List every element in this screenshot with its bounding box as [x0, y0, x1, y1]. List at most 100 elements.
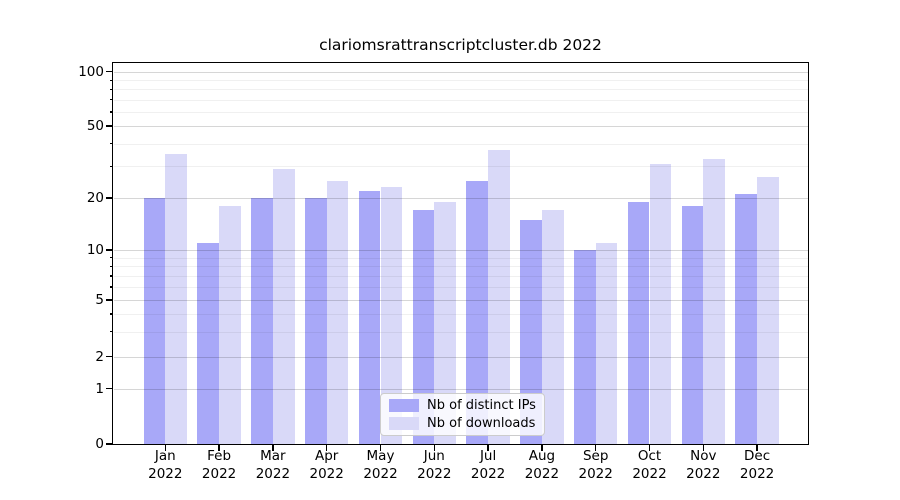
- bar-downloads-may: [380, 187, 403, 444]
- bar-distinct-ips-jan: [143, 198, 166, 444]
- bar-downloads-nov: [703, 158, 726, 444]
- x-tick-label-mar: Mar 2022: [255, 448, 291, 482]
- y-tick-mark-minor: [109, 143, 113, 145]
- x-tick-label-nov: Nov 2022: [686, 448, 721, 482]
- x-tick-label-jul: Jul 2022: [470, 448, 506, 482]
- bar-downloads-jul: [488, 149, 510, 444]
- y-tick-mark-minor: [109, 165, 113, 167]
- bar-distinct-ips-aug: [520, 219, 542, 444]
- x-tick-label-feb: Feb 2022: [201, 448, 237, 482]
- x-tick-mark: [756, 445, 758, 451]
- bar-distinct-ips-nov: [681, 205, 704, 444]
- y-tick-mark-minor: [109, 257, 113, 259]
- y-tick-mark: [106, 356, 113, 358]
- y-tick-label: 0: [95, 436, 104, 452]
- legend-swatch-downloads: [389, 417, 419, 430]
- y-tick-mark-minor: [109, 331, 113, 333]
- bar-distinct-ips-jul: [466, 180, 489, 444]
- y-tick-mark: [106, 71, 113, 73]
- legend-swatch-distinct-ips: [389, 399, 419, 412]
- x-tick-mark: [541, 445, 543, 451]
- y-tick-label: 1: [95, 380, 104, 397]
- x-tick-mark: [379, 445, 382, 451]
- y-tick-mark: [106, 125, 113, 127]
- bar-distinct-ips-sep: [573, 250, 596, 444]
- bar-downloads-jan: [165, 154, 188, 444]
- legend-row-distinct-ips: Nb of distinct IPs: [381, 398, 544, 413]
- x-tick-label-apr: Apr 2022: [309, 448, 344, 482]
- bar-downloads-dec: [757, 177, 779, 444]
- y-tick-label: 5: [95, 292, 104, 308]
- legend-label-downloads: Nb of downloads: [427, 416, 536, 431]
- gridline-minor: [114, 257, 808, 259]
- y-tick-mark-minor: [109, 313, 113, 315]
- y-tick-mark-minor: [109, 111, 113, 113]
- gridline-minor: [114, 143, 808, 145]
- gridline-minor: [114, 275, 808, 277]
- bar-distinct-ips-oct: [627, 201, 650, 444]
- gridline-minor: [114, 266, 808, 268]
- bar-distinct-ips-jun: [412, 210, 435, 444]
- y-tick-mark: [106, 443, 113, 445]
- x-tick-mark: [433, 445, 435, 451]
- bar-distinct-ips-mar: [251, 198, 273, 444]
- x-tick-label-aug: Aug 2022: [524, 448, 560, 482]
- y-tick-mark-minor: [109, 88, 113, 91]
- x-tick-mark: [487, 445, 489, 451]
- x-tick-mark: [595, 445, 597, 451]
- gridline-major: [114, 388, 808, 390]
- legend-row-downloads: Nb of downloads: [381, 416, 544, 431]
- legend-label-distinct-ips: Nb of distinct IPs: [427, 398, 536, 413]
- gridline-major: [114, 300, 808, 302]
- gridline-major: [114, 198, 808, 200]
- gridline-minor: [114, 286, 808, 288]
- y-tick-mark: [106, 197, 113, 199]
- x-tick-label-sep: Sep 2022: [578, 448, 613, 482]
- y-tick-mark: [106, 299, 113, 301]
- y-tick-label: 20: [86, 190, 104, 206]
- x-tick-label-oct: Oct 2022: [632, 448, 667, 482]
- y-tick-label: 100: [78, 63, 104, 80]
- y-tick-mark: [106, 249, 113, 251]
- x-tick-mark: [648, 445, 651, 451]
- y-tick-mark-minor: [109, 79, 113, 81]
- legend: Nb of distinct IPs Nb of downloads: [380, 393, 545, 436]
- gridline-minor: [114, 166, 808, 168]
- bar-distinct-ips-feb: [197, 242, 220, 444]
- gridline-minor: [114, 111, 808, 113]
- bar-downloads-apr: [326, 180, 349, 444]
- bar-downloads-oct: [649, 163, 672, 444]
- x-tick-mark: [164, 445, 166, 451]
- gridline-minor: [114, 89, 808, 91]
- x-tick-label-dec: Dec 2022: [739, 448, 775, 482]
- chart-title: clariomsrattranscriptcluster.db 2022: [319, 36, 602, 54]
- bar-downloads-aug: [541, 210, 564, 444]
- y-tick-label: 10: [86, 242, 104, 258]
- bar-distinct-ips-dec: [735, 194, 758, 444]
- gridline-major: [114, 71, 808, 73]
- bar-downloads-mar: [272, 168, 295, 444]
- gridline-minor: [114, 331, 808, 333]
- gridline-minor: [114, 80, 808, 81]
- y-tick-label: 2: [95, 348, 104, 365]
- x-tick-label-jun: Jun 2022: [417, 448, 452, 482]
- gridline-major: [114, 126, 808, 128]
- bar-distinct-ips-apr: [304, 198, 327, 444]
- x-tick-mark: [702, 445, 704, 451]
- x-tick-label-jan: Jan 2022: [148, 448, 183, 482]
- x-tick-label-may: May 2022: [363, 448, 398, 482]
- gridline-minor: [114, 313, 808, 315]
- gridline-major: [114, 250, 808, 252]
- y-tick-mark: [106, 387, 113, 390]
- y-tick-mark-minor: [109, 275, 113, 277]
- bar-downloads-feb: [219, 205, 241, 444]
- y-tick-mark-minor: [109, 286, 113, 288]
- bar-downloads-sep: [595, 242, 618, 444]
- bar-downloads-jun: [434, 201, 457, 444]
- y-tick-label: 50: [86, 118, 104, 134]
- gridline-minor: [114, 99, 808, 101]
- gridline-major: [114, 356, 808, 358]
- x-tick-mark: [272, 445, 274, 451]
- y-tick-mark-minor: [109, 265, 113, 267]
